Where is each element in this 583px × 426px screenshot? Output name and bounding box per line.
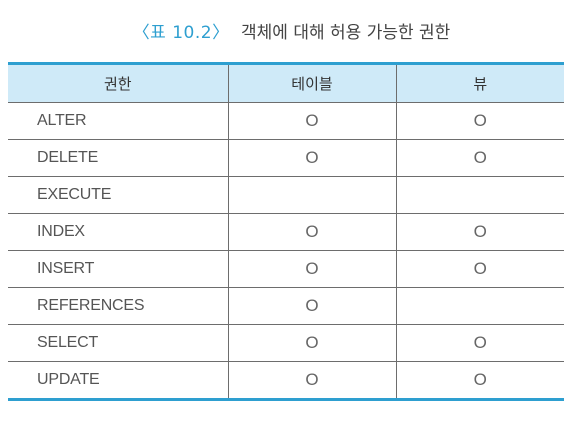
table-body: ALTER O O DELETE O O EXECUTE INDEX O O I…	[8, 102, 564, 401]
table-mark-cell: O	[227, 102, 396, 140]
table-mark-cell: O	[227, 324, 396, 362]
privilege-cell: DELETE	[8, 139, 228, 177]
view-mark-cell: O	[395, 324, 564, 362]
table-row: DELETE O O	[8, 139, 564, 177]
caption-title: 객체에 대해 허용 가능한 권한	[241, 23, 451, 43]
table-mark-cell: O	[227, 287, 396, 325]
table-mark-cell: O	[227, 213, 396, 251]
caption-label: 〈표 10.2〉	[132, 23, 230, 43]
view-mark-cell: O	[395, 102, 564, 140]
privilege-cell: INSERT	[8, 250, 228, 288]
view-mark-cell: O	[395, 250, 564, 288]
header-privilege: 권한	[8, 62, 228, 103]
table-row: REFERENCES O	[8, 287, 564, 325]
privilege-cell: UPDATE	[8, 361, 228, 401]
table-row: EXECUTE	[8, 176, 564, 214]
view-mark-cell: O	[395, 213, 564, 251]
privileges-table: 권한 테이블 뷰 ALTER O O DELETE O O EXECUTE	[8, 62, 564, 401]
privileges-table-container: 권한 테이블 뷰 ALTER O O DELETE O O EXECUTE	[8, 62, 564, 401]
privilege-cell: ALTER	[8, 102, 228, 140]
view-mark-cell	[395, 287, 564, 325]
table-row: UPDATE O O	[8, 361, 564, 401]
table-caption: 〈표 10.2〉 객체에 대해 허용 가능한 권한	[0, 18, 583, 43]
privilege-cell: REFERENCES	[8, 287, 228, 325]
view-mark-cell: O	[395, 139, 564, 177]
privilege-cell: INDEX	[8, 213, 228, 251]
header-view: 뷰	[395, 62, 564, 103]
table-mark-cell	[227, 176, 396, 214]
table-header: 권한 테이블 뷰	[8, 62, 564, 103]
header-row: 권한 테이블 뷰	[8, 62, 564, 103]
table-row: INSERT O O	[8, 250, 564, 288]
table-row: ALTER O O	[8, 102, 564, 140]
view-mark-cell	[395, 176, 564, 214]
privilege-cell: SELECT	[8, 324, 228, 362]
table-mark-cell: O	[227, 250, 396, 288]
table-mark-cell: O	[227, 361, 396, 401]
privilege-cell: EXECUTE	[8, 176, 228, 214]
table-row: SELECT O O	[8, 324, 564, 362]
view-mark-cell: O	[395, 361, 564, 401]
table-row: INDEX O O	[8, 213, 564, 251]
table-mark-cell: O	[227, 139, 396, 177]
header-table: 테이블	[227, 62, 396, 103]
